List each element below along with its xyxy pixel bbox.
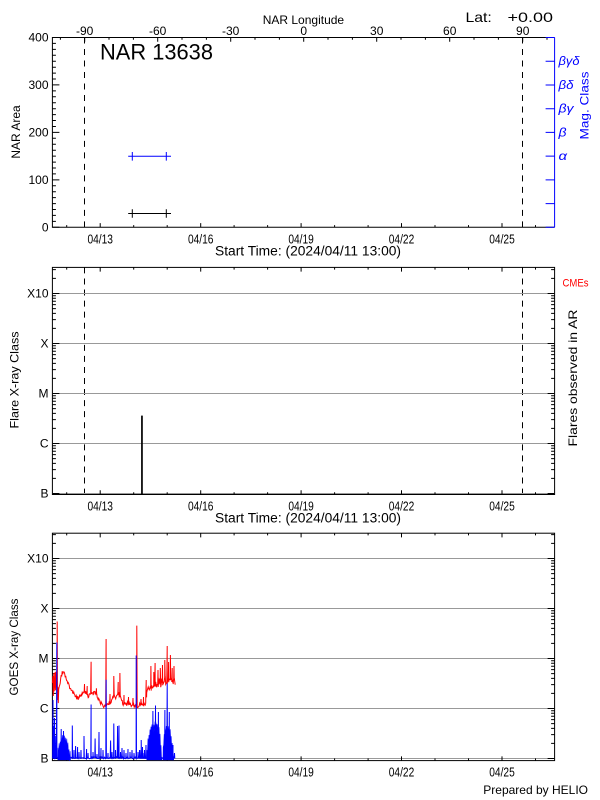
svg-text:α: α (559, 149, 569, 163)
svg-text:04/22: 04/22 (389, 766, 415, 780)
svg-text:Lat:: Lat: (466, 9, 492, 25)
svg-text:-60: -60 (149, 24, 167, 38)
svg-text:βγ: βγ (557, 102, 574, 116)
svg-text:βδ: βδ (557, 78, 573, 92)
svg-text:Start Time: (2024/04/11 13:00): Start Time: (2024/04/11 13:00) (215, 244, 401, 259)
svg-text:Flares observed in AR: Flares observed in AR (566, 309, 580, 446)
svg-text:04/25: 04/25 (489, 233, 515, 247)
svg-text:04/19: 04/19 (288, 499, 314, 513)
svg-text:60: 60 (443, 24, 457, 38)
svg-text:M: M (39, 387, 49, 401)
svg-text:30: 30 (370, 24, 384, 38)
svg-text:-30: -30 (222, 24, 240, 38)
svg-text:04/25: 04/25 (489, 766, 515, 780)
svg-text:X: X (40, 602, 48, 616)
svg-text:04/13: 04/13 (87, 233, 113, 247)
svg-text:100: 100 (28, 173, 48, 187)
svg-text:GOES X-ray Class: GOES X-ray Class (7, 599, 21, 696)
svg-text:0: 0 (42, 221, 49, 235)
svg-text:+0.00: +0.00 (508, 9, 554, 25)
svg-text:B: B (40, 752, 48, 766)
svg-text:C: C (40, 437, 49, 451)
svg-text:04/16: 04/16 (188, 766, 214, 780)
svg-text:0: 0 (300, 24, 307, 38)
svg-text:CMEs: CMEs (563, 278, 589, 290)
svg-text:04/19: 04/19 (288, 766, 314, 780)
svg-text:400: 400 (28, 31, 48, 45)
svg-text:Start Time: (2024/04/11 13:00): Start Time: (2024/04/11 13:00) (215, 510, 401, 525)
svg-text:βγδ: βγδ (557, 54, 579, 68)
svg-text:Prepared by HELIO: Prepared by HELIO (483, 783, 588, 797)
svg-text:C: C (40, 702, 49, 716)
svg-text:04/16: 04/16 (188, 233, 214, 247)
svg-text:04/13: 04/13 (87, 766, 113, 780)
svg-text:X10: X10 (27, 552, 49, 566)
svg-text:NAR Area: NAR Area (9, 105, 23, 159)
svg-text:M: M (39, 652, 49, 666)
svg-text:04/13: 04/13 (87, 499, 113, 513)
svg-text:X10: X10 (27, 287, 49, 301)
svg-text:β: β (557, 125, 566, 139)
svg-text:90: 90 (516, 24, 530, 38)
svg-text:04/25: 04/25 (489, 499, 515, 513)
svg-text:NAR 13638: NAR 13638 (100, 39, 213, 64)
svg-text:X: X (40, 337, 48, 351)
svg-text:Flare X-ray Class: Flare X-ray Class (8, 332, 22, 429)
svg-text:04/22: 04/22 (389, 233, 415, 247)
svg-text:200: 200 (28, 126, 48, 140)
svg-text:NAR Longitude: NAR Longitude (263, 13, 345, 27)
svg-text:04/16: 04/16 (188, 499, 214, 513)
svg-text:-90: -90 (76, 24, 94, 38)
svg-text:Mag. Class: Mag. Class (578, 72, 592, 140)
svg-text:04/19: 04/19 (288, 233, 314, 247)
svg-text:04/22: 04/22 (389, 499, 415, 513)
svg-text:B: B (40, 487, 48, 501)
svg-text:300: 300 (28, 78, 48, 92)
